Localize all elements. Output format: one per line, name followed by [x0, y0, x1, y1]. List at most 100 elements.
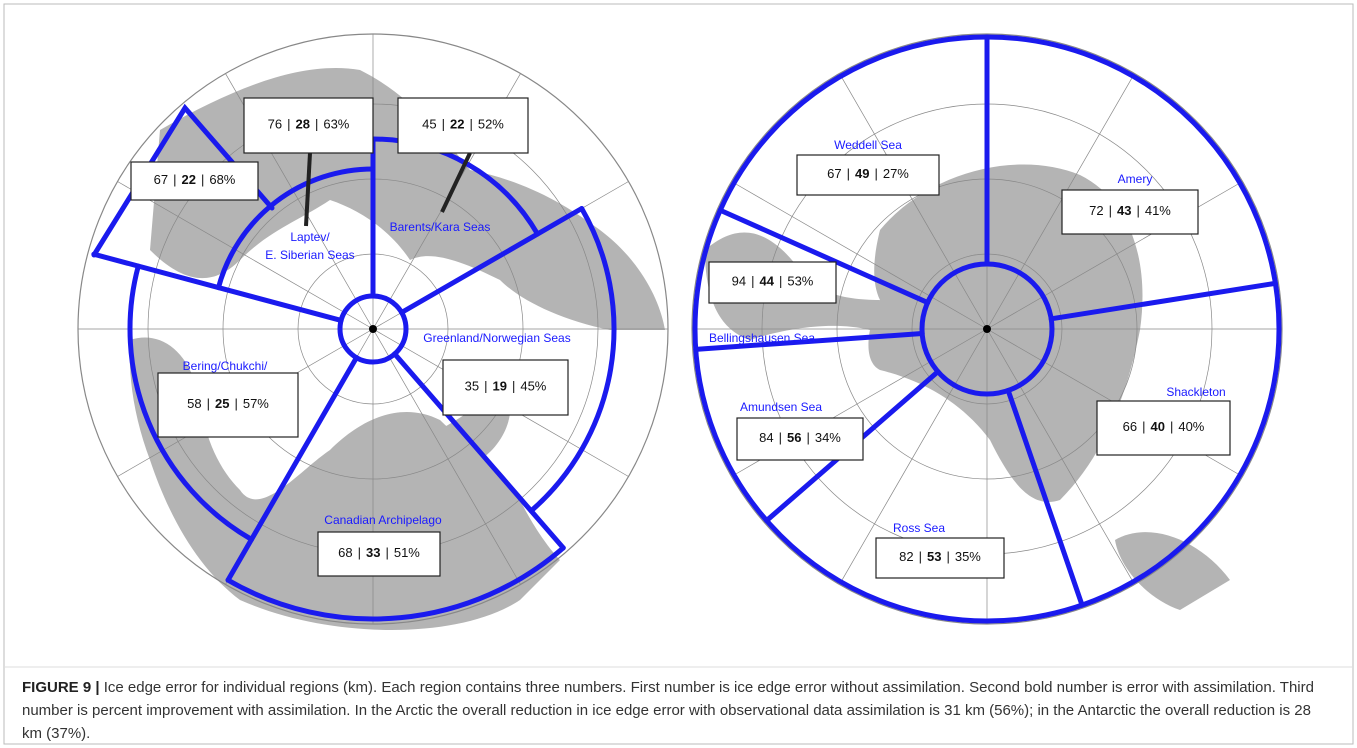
error-value: 25: [215, 396, 229, 411]
frame: [3, 3, 1354, 745]
error-value: 22: [181, 172, 195, 187]
error-value: 34%: [815, 430, 841, 445]
error-box: [708, 261, 837, 304]
leader: [440, 152, 472, 213]
error-value: 67: [827, 166, 841, 181]
separator: |: [358, 545, 361, 560]
error-value: 68%: [209, 172, 235, 187]
error-box: [130, 161, 259, 201]
separator: |: [874, 166, 877, 181]
meridian: [731, 181, 988, 330]
error-box: [243, 97, 374, 154]
error-value: 63%: [323, 117, 349, 132]
error-box: [317, 531, 441, 577]
region-border: [399, 206, 585, 315]
separator: |: [234, 396, 237, 411]
region-border: [717, 207, 931, 306]
error-value: 53%: [787, 274, 813, 289]
error-value: 52%: [478, 117, 504, 132]
error-value: 19: [492, 379, 506, 394]
error-box: [157, 372, 299, 438]
separator: |: [287, 117, 290, 132]
error-value: 82: [899, 549, 913, 564]
error-value: 57%: [243, 396, 269, 411]
error-value: 76: [268, 117, 282, 132]
meridian: [986, 73, 1135, 330]
region-name: Bellingshausen Sea: [709, 331, 815, 345]
separator: |: [207, 396, 210, 411]
error-value: 28: [295, 117, 309, 132]
error-value: 58: [187, 396, 201, 411]
error-values: 67 | 22 | 68%: [154, 172, 236, 187]
region-name: Amery: [1118, 172, 1153, 186]
error-value: 49: [855, 166, 869, 181]
region-name: Shackleton: [1166, 385, 1225, 399]
separator: |: [385, 545, 388, 560]
region-border: [215, 166, 376, 291]
error-values: 35 | 19 | 45%: [465, 379, 547, 394]
meridian: [372, 328, 521, 585]
region-name: Amundsen Sea: [740, 400, 822, 414]
separator: |: [315, 117, 318, 132]
error-values: 72 | 43 | 41%: [1089, 203, 1171, 218]
error-box: [736, 417, 864, 461]
error-value: 35: [465, 379, 479, 394]
error-box: [397, 97, 529, 154]
region-name: Weddell Sea: [834, 138, 902, 152]
error-box: [442, 359, 569, 416]
separator: |: [751, 274, 754, 289]
error-values: 82 | 53 | 35%: [899, 549, 981, 564]
region-name: Ross Sea: [893, 521, 945, 535]
pole: [983, 325, 991, 333]
error-value: 67: [154, 172, 168, 187]
region-border: [1005, 387, 1085, 608]
error-value: 84: [759, 430, 773, 445]
error-box: [875, 537, 1005, 579]
region-name: Canadian Archipelago: [324, 513, 442, 527]
region-border: [127, 263, 254, 542]
error-box: [796, 154, 940, 196]
error-box: [1061, 189, 1199, 235]
region-border: [693, 331, 925, 352]
error-value: 53: [927, 549, 941, 564]
error-value: 22: [450, 117, 464, 132]
error-value: 27%: [883, 166, 909, 181]
region-name: Greenland/Norwegian Seas: [423, 331, 570, 345]
separator: |: [1136, 203, 1139, 218]
separator: |: [919, 549, 922, 564]
separator: |: [512, 379, 515, 394]
meridian: [839, 73, 988, 330]
meridian: [839, 328, 988, 585]
separator: |: [779, 274, 782, 289]
error-values: 68 | 33 | 51%: [338, 545, 420, 560]
region-name: Bering/Chukchi/: [183, 359, 268, 373]
caption-label: FIGURE 9 |: [22, 679, 100, 696]
error-value: 40: [1150, 419, 1164, 434]
region-border: [392, 351, 566, 551]
error-values: 45 | 22 | 52%: [422, 117, 504, 132]
region-border: [225, 355, 359, 583]
error-value: 68: [338, 545, 352, 560]
caption: FIGURE 9 | Ice edge error for individual…: [22, 676, 1332, 745]
antarctic-land: [705, 164, 1230, 610]
error-values: 76 | 28 | 63%: [268, 117, 350, 132]
error-value: 45%: [520, 379, 546, 394]
separator: |: [1109, 203, 1112, 218]
error-value: 40%: [1178, 419, 1204, 434]
region-border: [528, 206, 617, 514]
meridian: [986, 181, 1243, 330]
error-values: 84 | 56 | 34%: [759, 430, 841, 445]
separator: |: [442, 117, 445, 132]
region-name: E. Siberian Seas: [265, 248, 354, 262]
separator: |: [469, 117, 472, 132]
error-values: 58 | 25 | 57%: [187, 396, 269, 411]
error-box: [1096, 400, 1231, 456]
region-border: [1048, 280, 1278, 322]
error-value: 35%: [955, 549, 981, 564]
separator: |: [1142, 419, 1145, 434]
error-value: 45: [422, 117, 436, 132]
caption-text: Ice edge error for individual regions (k…: [22, 679, 1314, 742]
separator: |: [806, 430, 809, 445]
